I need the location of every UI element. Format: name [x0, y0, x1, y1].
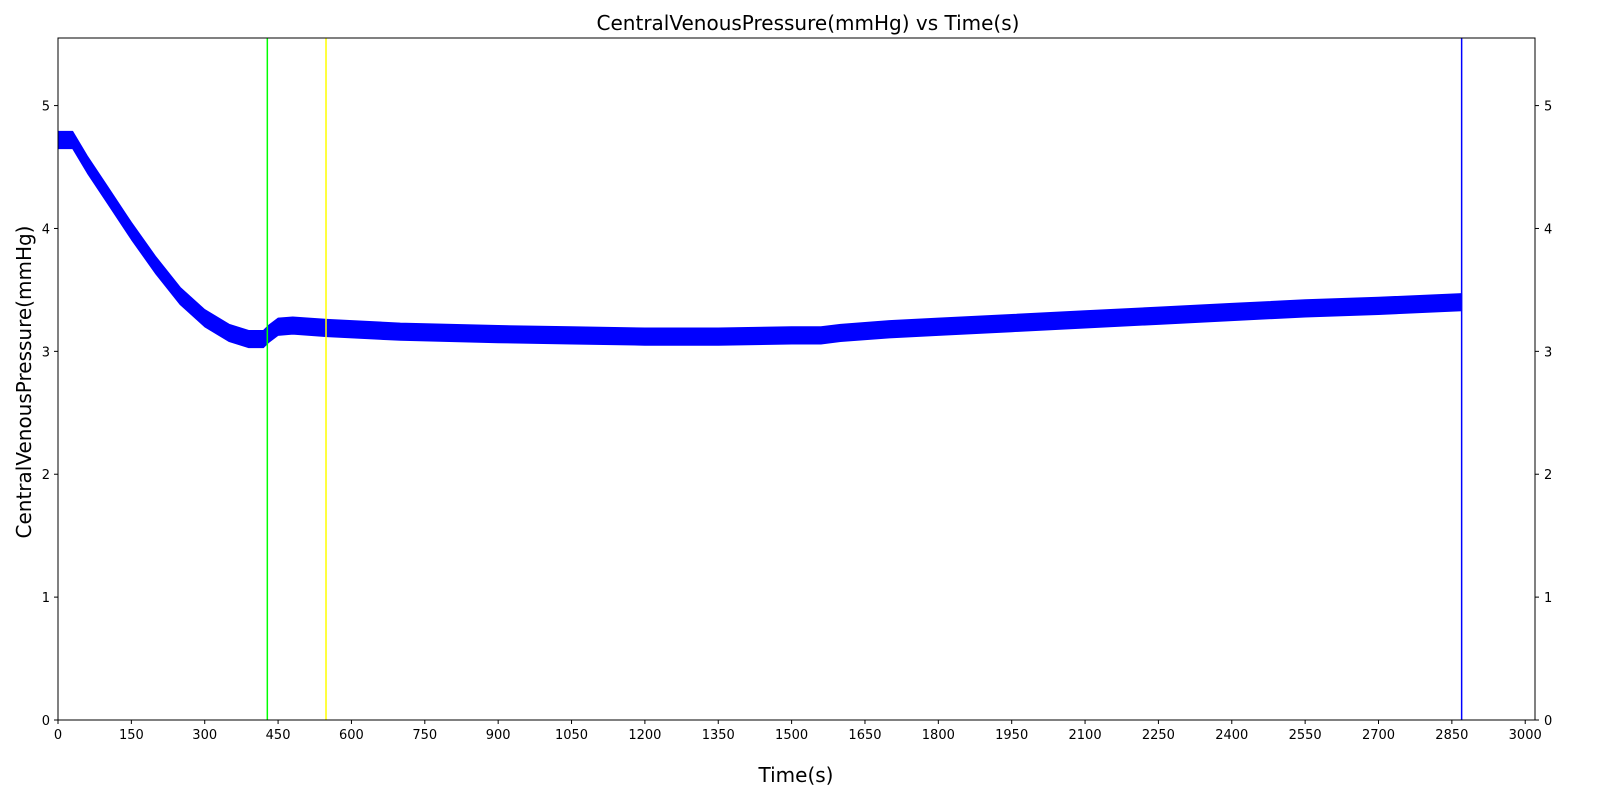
y-tick-label: 5 [42, 100, 50, 115]
y-tick-label: 1 [42, 591, 50, 606]
x-tick-label: 1350 [702, 728, 735, 743]
plot-frame [57, 37, 1536, 721]
x-tick-label: 1200 [628, 728, 661, 743]
plot-area [57, 130, 1463, 349]
x-tick-label: 0 [54, 728, 62, 743]
y-axis-left: 0 1 2 3 4 5 [42, 100, 58, 729]
x-tick-label: 1500 [775, 728, 808, 743]
y-tick-label: 2 [42, 468, 50, 483]
y-right-tick-label: 2 [1544, 468, 1552, 483]
y-tick-label: 0 [42, 714, 50, 729]
y-tick-label: 4 [42, 222, 50, 237]
x-tick-label: 300 [192, 728, 217, 743]
y-right-tick-label: 1 [1544, 591, 1552, 606]
x-tick-label: 2250 [1142, 728, 1175, 743]
x-tick-label: 2850 [1435, 728, 1468, 743]
x-axis-title: Time(s) [758, 763, 834, 787]
x-tick-label: 2700 [1362, 728, 1395, 743]
x-tick-label: 150 [119, 728, 144, 743]
x-tick-label: 450 [266, 728, 291, 743]
x-tick-label: 1050 [555, 728, 588, 743]
x-tick-label: 2100 [1069, 728, 1102, 743]
y-right-tick-label: 5 [1544, 100, 1552, 115]
x-tick-label: 1950 [995, 728, 1028, 743]
y-axis-title: CentralVenousPressure(mmHg) [12, 226, 36, 539]
x-tick-label: 1800 [922, 728, 955, 743]
x-tick-label: 3000 [1509, 728, 1542, 743]
series-band-0 [57, 130, 1463, 349]
x-tick-label: 2550 [1289, 728, 1322, 743]
x-axis: 0 150 300 450 600 750 900 1050 1200 1350 1500 1650 1… [54, 720, 1542, 743]
y-tick-label: 3 [42, 345, 50, 360]
chart-title: CentralVenousPressure(mmHg) vs Time(s) [597, 11, 1020, 35]
y-right-tick-label: 0 [1544, 714, 1552, 729]
x-tick-label: 900 [486, 728, 511, 743]
event-lines [266, 38, 1463, 720]
y-axis-right: 0 1 2 3 4 5 [1535, 100, 1552, 729]
y-right-tick-label: 3 [1544, 345, 1552, 360]
x-tick-label: 750 [412, 728, 437, 743]
x-tick-label: 600 [339, 728, 364, 743]
x-tick-label: 1650 [848, 728, 881, 743]
x-tick-label: 2400 [1215, 728, 1248, 743]
y-right-tick-label: 4 [1544, 222, 1552, 237]
